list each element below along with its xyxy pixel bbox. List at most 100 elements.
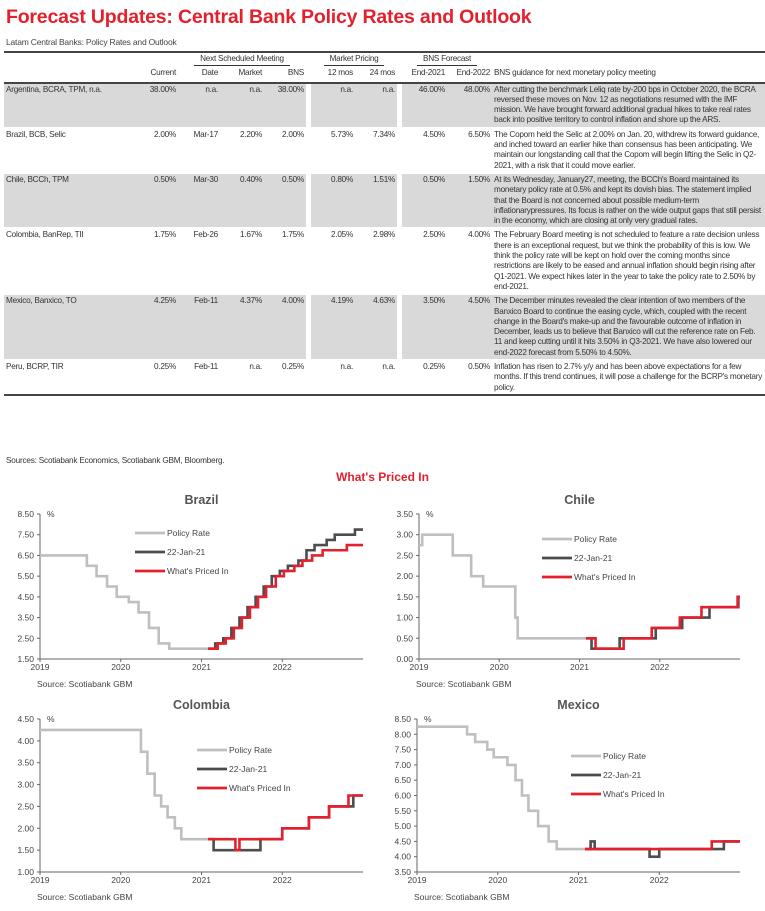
y-tick-label: 7.00	[394, 760, 411, 770]
series-line-0	[417, 725, 585, 851]
cell-current: 2.00%	[140, 126, 178, 173]
x-tick-label: 2022	[650, 875, 669, 885]
y-tick-label: 3.00	[396, 530, 413, 540]
cell-m24: 2.98%	[355, 227, 398, 295]
sources-note: Sources: Scotiabank Economics, Scotiaban…	[6, 456, 225, 465]
legend-label: What's Priced In	[574, 572, 636, 582]
chart-source: Source: Scotiabank GBM	[37, 679, 132, 689]
series-line-1	[584, 840, 740, 858]
chart-title: Chile	[564, 493, 595, 507]
cell-market: n.a.	[220, 359, 264, 396]
cell-current: 4.25%	[140, 293, 178, 361]
x-tick-label: 2021	[192, 662, 211, 672]
chart-title: Colombia	[173, 698, 231, 712]
y-tick-label: 1.00	[17, 867, 34, 877]
table-row: Brazil, BCB, Selic 2.00% Mar-17 2.20% 2.00% 5…	[4, 126, 765, 173]
table-row: Colombia, BanRep, TII 1.75% Feb-26 1.67% 1.7…	[4, 227, 765, 295]
cell-current: 0.50%	[140, 171, 178, 229]
cell-end2022: 4.00%	[447, 227, 493, 295]
cell-bank: Peru, BCRP, TIR	[4, 359, 140, 396]
col-header-current: Current	[140, 67, 178, 84]
legend-label: 22-Jan-21	[229, 764, 268, 774]
legend-label: 22-Jan-21	[167, 547, 206, 557]
x-tick-label: 2022	[650, 662, 669, 672]
y-tick-label: 5.50	[394, 806, 411, 816]
cell-m12: 4.19%	[311, 293, 356, 361]
y-tick-label: 1.50	[396, 592, 413, 602]
chart-chile: Chile 0.00 0.50 1.00 1.50 2.00 2.50 3.00 3.50 % 20…	[396, 493, 740, 689]
cell-current: 0.25%	[140, 359, 178, 396]
cell-guidance: The Copom held the Selic at 2.00% on Jan…	[492, 126, 765, 173]
chart-brazil: Brazil 1.50 2.50 3.50 4.50 5.50 6.50 7.50 8.50 % 2…	[17, 493, 363, 689]
y-tick-label: 5.00	[394, 821, 411, 831]
series-line-0	[40, 728, 208, 841]
cell-guidance: The December minutes revealed the clear …	[492, 293, 765, 361]
chart-title: Mexico	[557, 698, 600, 712]
cell-bank: Chile, BCCh, TPM	[4, 171, 140, 229]
cell-m24: 7.34%	[355, 126, 398, 173]
section-title: What's Priced In	[336, 470, 429, 484]
chart-source: Source: Scotiabank GBM	[414, 892, 509, 902]
series-line-1	[207, 794, 363, 852]
legend-label: Policy Rate	[229, 745, 272, 755]
legend-label: Policy Rate	[574, 534, 617, 544]
y-axis-label: %	[424, 714, 432, 724]
x-tick-label: 2019	[31, 875, 50, 885]
chart-title: Brazil	[184, 493, 218, 507]
x-tick-label: 2021	[569, 875, 588, 885]
y-tick-label: 3.00	[17, 780, 34, 790]
y-tick-label: 4.50	[17, 592, 34, 602]
x-tick-label: 2022	[273, 662, 292, 672]
cell-date: Mar-30	[178, 171, 220, 229]
cell-bns: 2.00%	[264, 126, 307, 173]
chart-source: Source: Scotiabank GBM	[37, 892, 132, 902]
group-header-next-meeting: Next Scheduled Meeting	[178, 50, 307, 68]
cell-date: Mar-17	[178, 126, 220, 173]
cell-guidance: Inflation has risen to 2.7% y/y and has …	[492, 359, 765, 396]
cell-m12: n.a.	[311, 81, 356, 128]
cell-end2021: 0.50%	[402, 171, 448, 229]
col-header-24mos: 24 mos	[355, 67, 398, 84]
col-header-market: Market	[220, 67, 264, 84]
x-tick-label: 2019	[408, 875, 427, 885]
cell-end2022: 0.50%	[447, 359, 493, 396]
legend-label: 22-Jan-21	[603, 770, 642, 780]
cell-bns: 4.00%	[264, 293, 307, 361]
series-line-1	[585, 595, 740, 650]
y-tick-label: 2.00	[17, 823, 34, 833]
y-tick-label: 6.50	[17, 550, 34, 560]
series-line-2	[585, 595, 740, 650]
x-tick-label: 2022	[273, 875, 292, 885]
cell-date: Feb-11	[178, 293, 220, 361]
page-title: Forecast Updates: Central Bank Policy Ra…	[6, 6, 532, 28]
legend-label: 22-Jan-21	[574, 553, 613, 563]
series-line-0	[40, 554, 208, 650]
col-header-12mos: 12 mos	[311, 67, 356, 84]
col-header-end-2021: End-2021	[402, 67, 448, 84]
cell-date: n.a.	[178, 81, 220, 128]
col-header-bns: BNS	[264, 67, 307, 84]
y-tick-label: 8.00	[394, 729, 411, 739]
y-tick-label: 3.50	[394, 867, 411, 877]
table-subtitle: Latam Central Banks: Policy Rates and Ou…	[6, 37, 177, 47]
cell-current: 1.75%	[140, 227, 178, 295]
cell-m24: n.a.	[355, 359, 398, 396]
x-tick-label: 2020	[111, 875, 130, 885]
cell-guidance: The February Board meeting is not schedu…	[492, 227, 765, 295]
cell-end2022: 1.50%	[447, 171, 493, 229]
y-tick-label: 3.50	[396, 509, 413, 519]
y-tick-label: 8.50	[17, 509, 34, 519]
cell-market: 1.67%	[220, 227, 264, 295]
cell-bank: Brazil, BCB, Selic	[4, 126, 140, 173]
y-tick-label: 0.00	[396, 654, 413, 664]
y-tick-label: 7.50	[394, 745, 411, 755]
col-header-date: Date	[178, 67, 220, 84]
cell-m12: 5.73%	[311, 126, 356, 173]
cell-end2022: 6.50%	[447, 126, 493, 173]
x-tick-label: 2021	[570, 662, 589, 672]
cell-end2021: 46.00%	[402, 81, 448, 128]
y-tick-label: 1.00	[396, 613, 413, 623]
cell-bns: 1.75%	[264, 227, 307, 295]
cell-m12: 0.80%	[311, 171, 356, 229]
